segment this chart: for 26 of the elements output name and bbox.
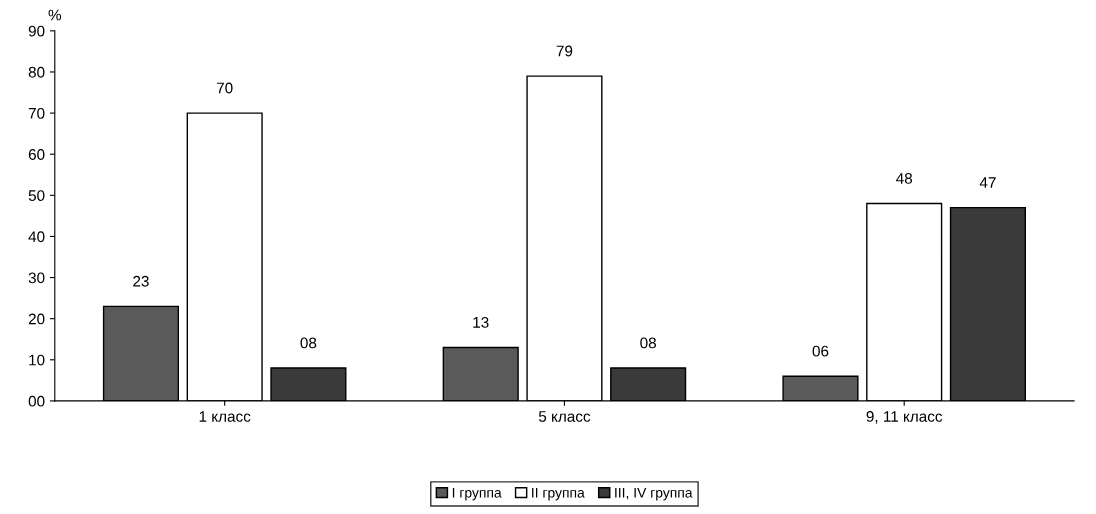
y-tick-label: 60	[28, 149, 45, 160]
x-tick-label: 5 класс	[538, 411, 591, 422]
y-tick-label: 20	[28, 313, 45, 325]
data-label: 06	[812, 345, 829, 357]
y-tick-label: 80	[28, 66, 45, 78]
y-tick-label: 40	[28, 231, 45, 243]
y-tick-label: 90	[28, 25, 45, 37]
data-label: 79	[556, 45, 573, 57]
data-label: 13	[473, 316, 489, 328]
data-label: 23	[133, 275, 149, 287]
y-tick-label: 10	[29, 354, 45, 366]
x-tick-label: 9, 11 класс	[866, 411, 943, 424]
y-tick-label: 50	[28, 190, 45, 202]
data-label: 70	[216, 82, 233, 94]
y-tick-label: 70	[28, 107, 45, 119]
legend-label: I группа	[452, 487, 502, 501]
legend-label: II группа	[532, 487, 585, 501]
data-label: 48	[896, 173, 913, 184]
legend-label: III, IV группа	[615, 487, 693, 501]
x-tick-label: 1 класс	[199, 411, 251, 422]
data-label: 47	[979, 177, 996, 188]
y-tick-label: 30	[28, 272, 45, 284]
y-tick-label: 00	[28, 395, 45, 407]
y-axis-title: %	[48, 9, 62, 21]
data-label: 08	[300, 337, 317, 349]
data-label: 08	[640, 337, 656, 349]
